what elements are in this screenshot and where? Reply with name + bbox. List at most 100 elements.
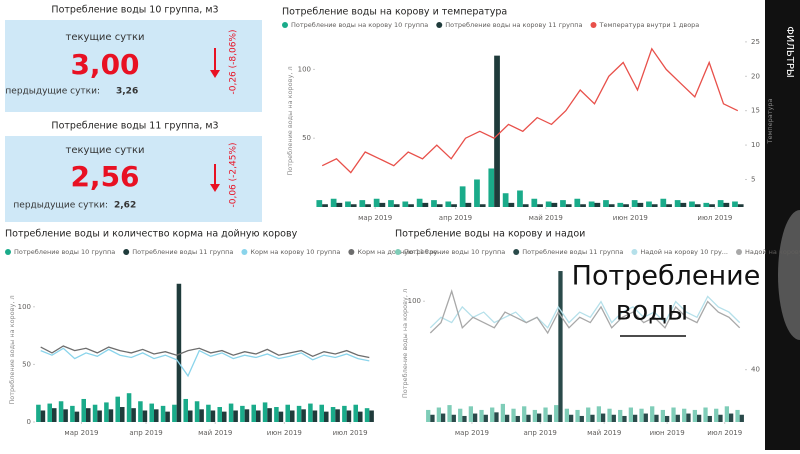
y2-tick-label: 20 (751, 72, 760, 80)
bar (388, 200, 394, 207)
bar (494, 55, 500, 207)
bar (666, 204, 672, 207)
bar (126, 393, 132, 422)
bar (36, 404, 41, 422)
bar (47, 403, 52, 422)
y-tick-label: 100 (298, 65, 311, 73)
bar (63, 409, 68, 422)
bar (290, 410, 295, 422)
bar (256, 410, 261, 422)
bar (160, 405, 166, 422)
line (429, 289, 741, 335)
card-prev-value: 3,26 (116, 87, 138, 97)
bar (445, 201, 452, 207)
bar (680, 202, 687, 207)
bar (206, 404, 211, 422)
bar (322, 204, 328, 207)
bar (703, 202, 710, 207)
bar (596, 406, 601, 422)
sidebar-handle[interactable] (778, 210, 800, 340)
bar (488, 168, 495, 207)
bar (465, 202, 472, 207)
bar (623, 204, 629, 207)
card-label: текущие сутки (66, 145, 145, 156)
bar (274, 407, 279, 422)
bar (402, 201, 409, 207)
bar (594, 202, 601, 207)
bar (458, 408, 463, 422)
legend-label: Потребление воды на корову 10 группа (291, 21, 428, 29)
x-tick-label: июн 2019 (613, 214, 648, 222)
charts: Потребление воды на корову и температура… (5, 7, 800, 437)
chart-title: Потребление воды на корову и температура (282, 7, 507, 18)
bar (285, 404, 290, 422)
x-tick-label: апр 2019 (524, 429, 557, 437)
bar (251, 404, 256, 422)
bar (674, 200, 681, 207)
bar (537, 413, 542, 422)
y2-tick-label: 40 (751, 366, 760, 374)
bar (628, 407, 633, 422)
sidebar-label[interactable]: ФИЛЬТРЫ (784, 26, 795, 77)
bar (350, 204, 357, 207)
y2-tick-label: 15 (751, 107, 760, 115)
bar (735, 409, 740, 422)
chart-title: Потребление воды на корову и надои (395, 229, 585, 240)
bar (579, 415, 584, 422)
y-tick-label: 0 (27, 418, 31, 426)
bar (545, 201, 552, 207)
bar (739, 414, 744, 422)
bar (194, 401, 200, 422)
bar (312, 410, 318, 422)
card-value: 2,56 (70, 160, 139, 193)
x-tick-label: май 2019 (198, 429, 232, 437)
legend-swatch (590, 22, 597, 28)
bar (233, 410, 238, 422)
bar (618, 409, 623, 422)
bar (694, 204, 701, 207)
legend-swatch (123, 249, 130, 255)
legend-label: Потребление воды 10 группа (404, 248, 505, 256)
y-tick-label: 100 (408, 297, 421, 305)
bar (473, 413, 478, 422)
bar (643, 413, 648, 422)
y-tick-label: 100 (18, 303, 31, 311)
bar (436, 204, 443, 207)
bar (353, 404, 358, 422)
legend-label: Потребление воды 11 группа (132, 248, 233, 256)
bar (115, 396, 120, 422)
bar (511, 408, 516, 422)
bar (301, 409, 306, 422)
bar (565, 204, 572, 207)
bar (97, 410, 102, 422)
bar (588, 201, 595, 207)
bar (58, 401, 64, 422)
bar (120, 407, 125, 422)
bar (611, 414, 616, 422)
bar (532, 409, 537, 422)
legend-label: Надой на корову 11 гру... (745, 248, 800, 256)
bar (660, 198, 667, 207)
legend-label: Потребление воды на корову 11 группа (445, 21, 582, 29)
bar (330, 407, 336, 422)
bar (707, 415, 712, 422)
bar (483, 414, 488, 422)
legend-swatch (631, 249, 638, 255)
legend-swatch (241, 249, 248, 255)
bar (631, 200, 638, 207)
bar (142, 410, 148, 422)
card-delta: -0,06 (-2,45%) (229, 142, 239, 207)
arrow-head (210, 184, 220, 192)
bar (345, 201, 351, 207)
bar (723, 202, 730, 207)
bar (639, 408, 644, 422)
bar (732, 201, 738, 207)
legend-label: Корм на корову 10 группа (250, 248, 340, 256)
line (40, 347, 370, 378)
bar (515, 415, 520, 422)
bar (531, 198, 538, 207)
legend-label: Температура внутри 1 двора (599, 21, 700, 29)
bar (718, 414, 723, 422)
